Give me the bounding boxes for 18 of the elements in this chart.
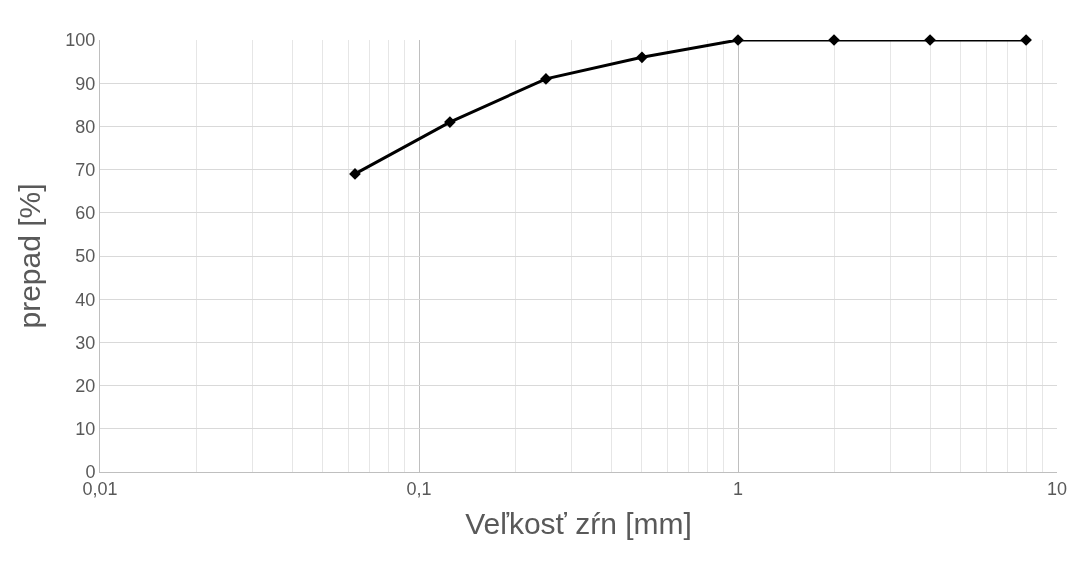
y-tick-label: 90 — [75, 73, 96, 94]
y-tick-label: 30 — [75, 332, 96, 353]
x-tick-label: 0,1 — [406, 478, 432, 499]
x-axis-title: Veľkosť zŕn [mm] — [465, 507, 692, 541]
y-tick-label: 70 — [75, 159, 96, 180]
y-axis-title: prepad [%] — [13, 183, 47, 329]
point — [636, 51, 648, 64]
y-tick-label: 60 — [75, 203, 96, 224]
y-tick-label: 20 — [75, 375, 96, 396]
y-tick-label: 80 — [75, 116, 96, 137]
x-tick-label: 1 — [732, 478, 744, 499]
y-tick-label: 40 — [75, 289, 96, 310]
x-tick-label: 10 — [1046, 478, 1068, 499]
y-tick-label: 50 — [75, 246, 96, 267]
y-tick-label: 10 — [75, 419, 96, 440]
point — [540, 73, 552, 85]
point — [444, 116, 456, 128]
y-tick-label: 100 — [65, 30, 96, 51]
